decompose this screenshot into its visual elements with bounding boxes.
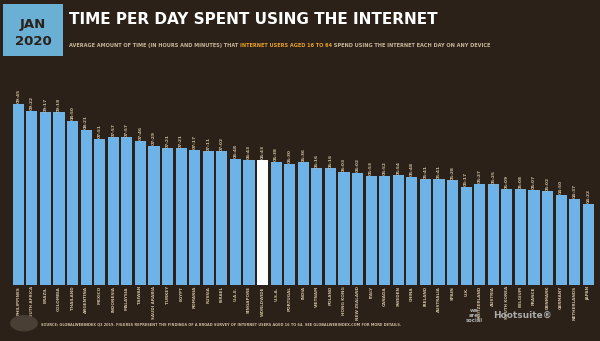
Text: 06:43: 06:43 <box>247 146 251 160</box>
Bar <box>556 195 566 285</box>
Text: 2020: 2020 <box>14 35 52 48</box>
Bar <box>176 148 187 285</box>
Bar <box>13 104 24 285</box>
Bar <box>40 113 51 285</box>
Bar <box>447 180 458 285</box>
Bar <box>162 148 173 285</box>
Bar <box>461 187 472 285</box>
Bar <box>515 190 526 285</box>
Text: INTERNET USERS AGED 16 TO 64: INTERNET USERS AGED 16 TO 64 <box>240 43 332 48</box>
Text: 06:36: 06:36 <box>301 148 305 162</box>
Bar <box>365 176 377 285</box>
Text: 06:38: 06:38 <box>274 147 278 161</box>
Bar <box>80 130 92 285</box>
Text: 06:16: 06:16 <box>328 154 332 168</box>
Bar <box>311 168 322 285</box>
Text: 43: 43 <box>20 321 28 326</box>
Text: Hootsuite®: Hootsuite® <box>493 311 551 320</box>
Text: 05:25: 05:25 <box>491 170 495 183</box>
Bar <box>26 111 37 285</box>
Bar <box>148 146 160 285</box>
Bar <box>108 137 119 285</box>
Text: 05:07: 05:07 <box>532 175 536 189</box>
Bar <box>379 176 390 285</box>
Bar <box>217 151 227 285</box>
Text: 08:50: 08:50 <box>71 106 74 120</box>
Bar <box>529 190 539 285</box>
Bar <box>501 189 512 285</box>
Text: 08:21: 08:21 <box>84 115 88 129</box>
Bar <box>67 121 78 285</box>
Text: 06:02: 06:02 <box>356 158 359 172</box>
Text: 05:52: 05:52 <box>383 161 387 175</box>
Text: 07:21: 07:21 <box>166 134 170 148</box>
Text: 09:18: 09:18 <box>57 98 61 112</box>
Text: 05:41: 05:41 <box>437 164 441 179</box>
Bar <box>474 183 485 285</box>
FancyBboxPatch shape <box>0 2 66 59</box>
Bar <box>271 162 282 285</box>
Text: 05:02: 05:02 <box>545 177 550 191</box>
Bar <box>393 175 404 285</box>
Bar <box>338 173 350 285</box>
Bar <box>583 204 594 285</box>
Text: AVERAGE AMOUNT OF TIME (IN HOURS AND MINUTES) THAT: AVERAGE AMOUNT OF TIME (IN HOURS AND MIN… <box>69 43 240 48</box>
Text: 05:09: 05:09 <box>505 174 509 189</box>
Text: 05:41: 05:41 <box>424 164 427 179</box>
Bar <box>569 199 580 285</box>
Bar <box>203 151 214 285</box>
Text: 06:03: 06:03 <box>342 158 346 172</box>
Bar <box>542 191 553 285</box>
Text: 07:51: 07:51 <box>98 124 102 138</box>
Text: JAN: JAN <box>20 18 46 31</box>
Text: TIME PER DAY SPENT USING THE INTERNET: TIME PER DAY SPENT USING THE INTERNET <box>69 12 437 27</box>
Text: 04:22: 04:22 <box>586 189 590 203</box>
Text: 07:57: 07:57 <box>125 123 129 136</box>
Text: 04:37: 04:37 <box>572 184 577 198</box>
Text: 05:53: 05:53 <box>369 161 373 175</box>
Bar <box>325 168 336 285</box>
Bar <box>420 179 431 285</box>
Bar <box>298 162 309 285</box>
Bar <box>189 150 200 285</box>
Bar <box>53 112 65 285</box>
Bar <box>406 177 418 285</box>
Text: 07:02: 07:02 <box>220 137 224 151</box>
Bar <box>135 140 146 285</box>
Text: SPEND USING THE INTERNET EACH DAY ON ANY DEVICE: SPEND USING THE INTERNET EACH DAY ON ANY… <box>332 43 490 48</box>
Bar <box>121 137 133 285</box>
Text: 07:17: 07:17 <box>193 135 197 149</box>
Bar <box>244 160 254 285</box>
Text: 05:17: 05:17 <box>464 172 468 186</box>
Text: 06:48: 06:48 <box>233 144 238 158</box>
Text: 06:16: 06:16 <box>315 154 319 168</box>
Bar <box>352 173 363 285</box>
Text: 09:22: 09:22 <box>30 96 34 110</box>
Bar <box>257 160 268 285</box>
Bar <box>433 179 445 285</box>
Text: 07:29: 07:29 <box>152 131 156 145</box>
Text: 09:45: 09:45 <box>16 89 20 103</box>
Text: 05:54: 05:54 <box>396 161 400 175</box>
Bar <box>94 139 106 285</box>
Text: 05:08: 05:08 <box>518 175 523 189</box>
Bar <box>488 184 499 285</box>
Text: SOURCE: GLOBALWEBINDEX Q3 2019. FIGURES REPRESENT THE FINDINGS OF A BROAD SURVEY: SOURCE: GLOBALWEBINDEX Q3 2019. FIGURES … <box>41 323 401 327</box>
Bar <box>284 164 295 285</box>
Text: 05:28: 05:28 <box>451 166 455 180</box>
Text: 06:43: 06:43 <box>260 146 265 160</box>
Text: we
are
social: we are social <box>466 308 482 323</box>
Text: 09:17: 09:17 <box>43 98 47 112</box>
Text: 07:57: 07:57 <box>112 123 115 136</box>
Text: 07:21: 07:21 <box>179 134 183 148</box>
Text: 07:46: 07:46 <box>139 126 142 140</box>
Text: 07:11: 07:11 <box>206 137 211 151</box>
Bar <box>230 159 241 285</box>
Text: 04:50: 04:50 <box>559 180 563 194</box>
Text: 06:30: 06:30 <box>288 149 292 163</box>
Text: 05:48: 05:48 <box>410 162 414 176</box>
Text: 05:27: 05:27 <box>478 169 482 183</box>
